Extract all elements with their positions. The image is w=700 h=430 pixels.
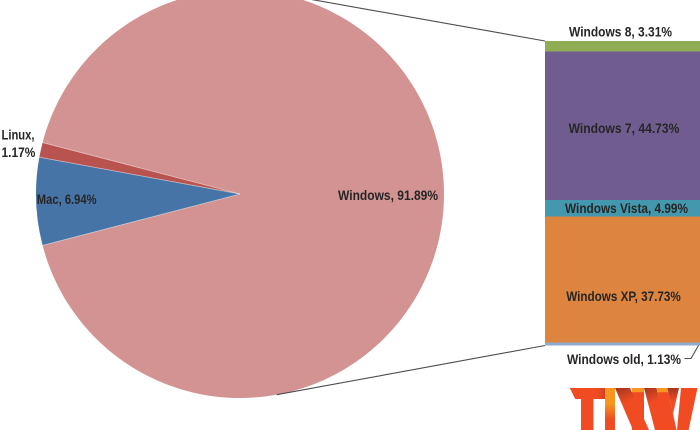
svg-text:Linux,: Linux, — [2, 127, 35, 143]
svg-text:Mac, 6.94%: Mac, 6.94% — [37, 191, 97, 207]
svg-text:1.17%: 1.17% — [2, 144, 36, 160]
svg-text:Windows Vista, 4.99%: Windows Vista, 4.99% — [565, 200, 688, 216]
svg-text:Windows XP, 37.73%: Windows XP, 37.73% — [566, 288, 681, 304]
svg-text:Windows 8, 3.31%: Windows 8, 3.31% — [569, 24, 672, 40]
svg-text:Windows, 91.89%: Windows, 91.89% — [338, 187, 438, 203]
svg-text:Windows old, 1.13%: Windows old, 1.13% — [567, 351, 681, 367]
svg-text:Windows 7, 44.73%: Windows 7, 44.73% — [569, 120, 680, 136]
